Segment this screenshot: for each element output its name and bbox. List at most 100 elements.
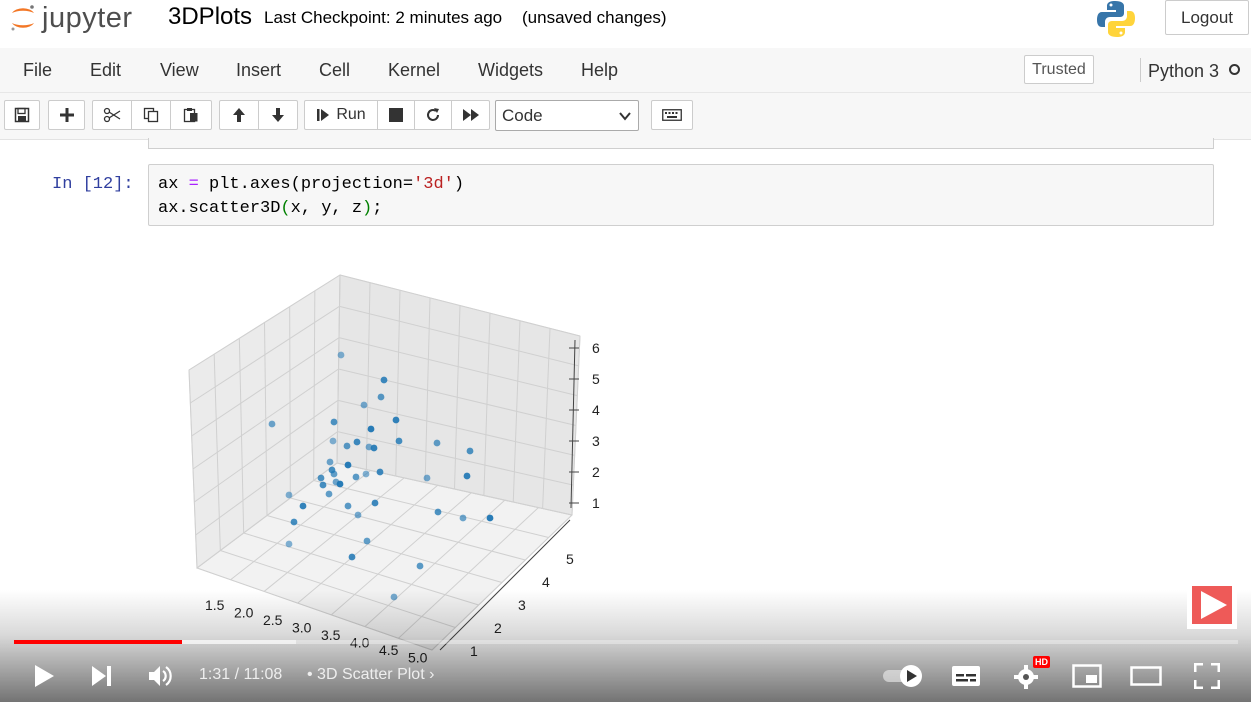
- volume-icon: [149, 666, 172, 686]
- floor-gridline: [266, 515, 503, 583]
- wall-gridline: [336, 274, 341, 464]
- save-button[interactable]: [4, 100, 40, 130]
- scatter-point: [370, 444, 378, 452]
- floor-gridline: [290, 497, 526, 561]
- scatter-point: [459, 514, 467, 522]
- theater-mode-button[interactable]: [1126, 656, 1166, 696]
- scatter-point: [360, 401, 368, 409]
- paste-button[interactable]: [170, 100, 212, 130]
- scatter-point: [416, 562, 424, 570]
- fullscreen-button[interactable]: [1188, 656, 1226, 696]
- move-down-button[interactable]: [258, 100, 298, 130]
- run-button-label: Run: [336, 106, 366, 123]
- cut-button[interactable]: [92, 100, 132, 130]
- gear-icon: [1014, 665, 1038, 689]
- scatter-point: [433, 439, 441, 447]
- kernel-divider: [1140, 58, 1141, 82]
- move-up-button[interactable]: [219, 100, 259, 130]
- scatter-point: [290, 518, 298, 526]
- settings-button[interactable]: [1008, 656, 1046, 696]
- notebook-title[interactable]: 3DPlots: [168, 3, 253, 30]
- play-icon: [35, 665, 54, 687]
- input-prompt: In [12]:: [52, 175, 134, 194]
- restart-run-all-button[interactable]: [451, 100, 490, 130]
- menu-view[interactable]: View: [160, 60, 199, 80]
- scatter-point: [463, 472, 471, 480]
- scatter-point: [330, 470, 338, 478]
- scatter-point: [285, 491, 293, 499]
- wall-gridline: [264, 322, 268, 516]
- fast-forward-icon: [462, 109, 479, 121]
- scatter-point: [395, 437, 403, 445]
- trusted-indicator[interactable]: Trusted: [1024, 55, 1094, 84]
- kernel-name[interactable]: Python 3: [1148, 61, 1220, 81]
- autoplay-toggle[interactable]: [880, 656, 926, 696]
- wall-gridline: [188, 369, 198, 569]
- cell-type-select[interactable]: Code: [495, 100, 639, 131]
- previous-cell[interactable]: [148, 138, 1214, 149]
- menu-help[interactable]: Help: [581, 60, 619, 80]
- scatter-point: [392, 416, 400, 424]
- scatter-point: [336, 480, 344, 488]
- next-button[interactable]: [84, 656, 120, 696]
- volume-button[interactable]: [143, 656, 179, 696]
- scatter-point: [317, 474, 325, 482]
- hd-badge: HD: [1033, 656, 1050, 668]
- kernel-idle-indicator-icon: [1229, 64, 1240, 75]
- code-cell-editor[interactable]: ax = plt.axes(projection='3d') ax.scatte…: [148, 164, 1214, 226]
- scatter-point: [352, 473, 360, 481]
- miniplayer-button[interactable]: [1068, 656, 1106, 696]
- run-button[interactable]: Run: [304, 100, 378, 130]
- scatter-point: [348, 553, 356, 561]
- scatter-point: [434, 508, 442, 516]
- wall-gridline: [365, 282, 371, 470]
- scatter-point: [329, 437, 337, 445]
- keyboard-icon: [662, 109, 682, 121]
- copy-button[interactable]: [131, 100, 171, 130]
- floor-gridline: [313, 480, 549, 538]
- scatter-point: [354, 511, 362, 519]
- menu-file[interactable]: File: [23, 60, 53, 80]
- chevron-down-icon: [619, 112, 631, 121]
- play-button[interactable]: [26, 656, 62, 696]
- menu-cell[interactable]: Cell: [319, 60, 351, 80]
- interrupt-button[interactable]: [377, 100, 415, 130]
- scatter-point: [330, 418, 338, 426]
- plus-icon: [59, 108, 74, 122]
- insert-cell-button[interactable]: [48, 100, 85, 130]
- scatter-point: [486, 514, 494, 522]
- scatter-point: [380, 376, 388, 384]
- wall-gridline: [512, 320, 521, 503]
- menu-kernel[interactable]: Kernel: [388, 60, 441, 80]
- z-tick-label: 3: [592, 433, 600, 449]
- restart-button[interactable]: [414, 100, 452, 130]
- scatter-point: [376, 468, 384, 476]
- scatter-point: [466, 447, 474, 455]
- play-logo-icon: [1192, 586, 1232, 624]
- y-tick-label: 4: [542, 574, 550, 590]
- y-tick-label: 5: [566, 551, 574, 567]
- scatter-point: [344, 502, 352, 510]
- menu-insert[interactable]: Insert: [236, 60, 282, 80]
- code-token: ax: [158, 175, 189, 194]
- scatter-point: [363, 537, 371, 545]
- command-palette-button[interactable]: [651, 100, 693, 130]
- player-controls-gradient: [0, 590, 1251, 702]
- scatter-point: [325, 490, 333, 498]
- arrow-down-icon: [272, 108, 284, 122]
- jupyter-logo[interactable]: jupyter: [8, 2, 133, 34]
- wall-gridline: [213, 354, 221, 551]
- scatter-point: [299, 502, 307, 510]
- logout-button[interactable]: Logout: [1165, 0, 1249, 35]
- subtitles-button[interactable]: [948, 656, 984, 696]
- code-token: ;: [372, 199, 383, 218]
- menu-widgets[interactable]: Widgets: [478, 60, 544, 80]
- paste-icon: [183, 108, 198, 123]
- video-progress-bar[interactable]: [14, 640, 1238, 644]
- end-screen-play-button[interactable]: [1187, 581, 1237, 629]
- copy-icon: [143, 107, 159, 123]
- wall-gridline: [571, 335, 581, 516]
- chapter-title[interactable]: • 3D Scatter Plot ›: [307, 666, 435, 683]
- scatter-point: [367, 425, 375, 433]
- menu-edit[interactable]: Edit: [90, 60, 122, 80]
